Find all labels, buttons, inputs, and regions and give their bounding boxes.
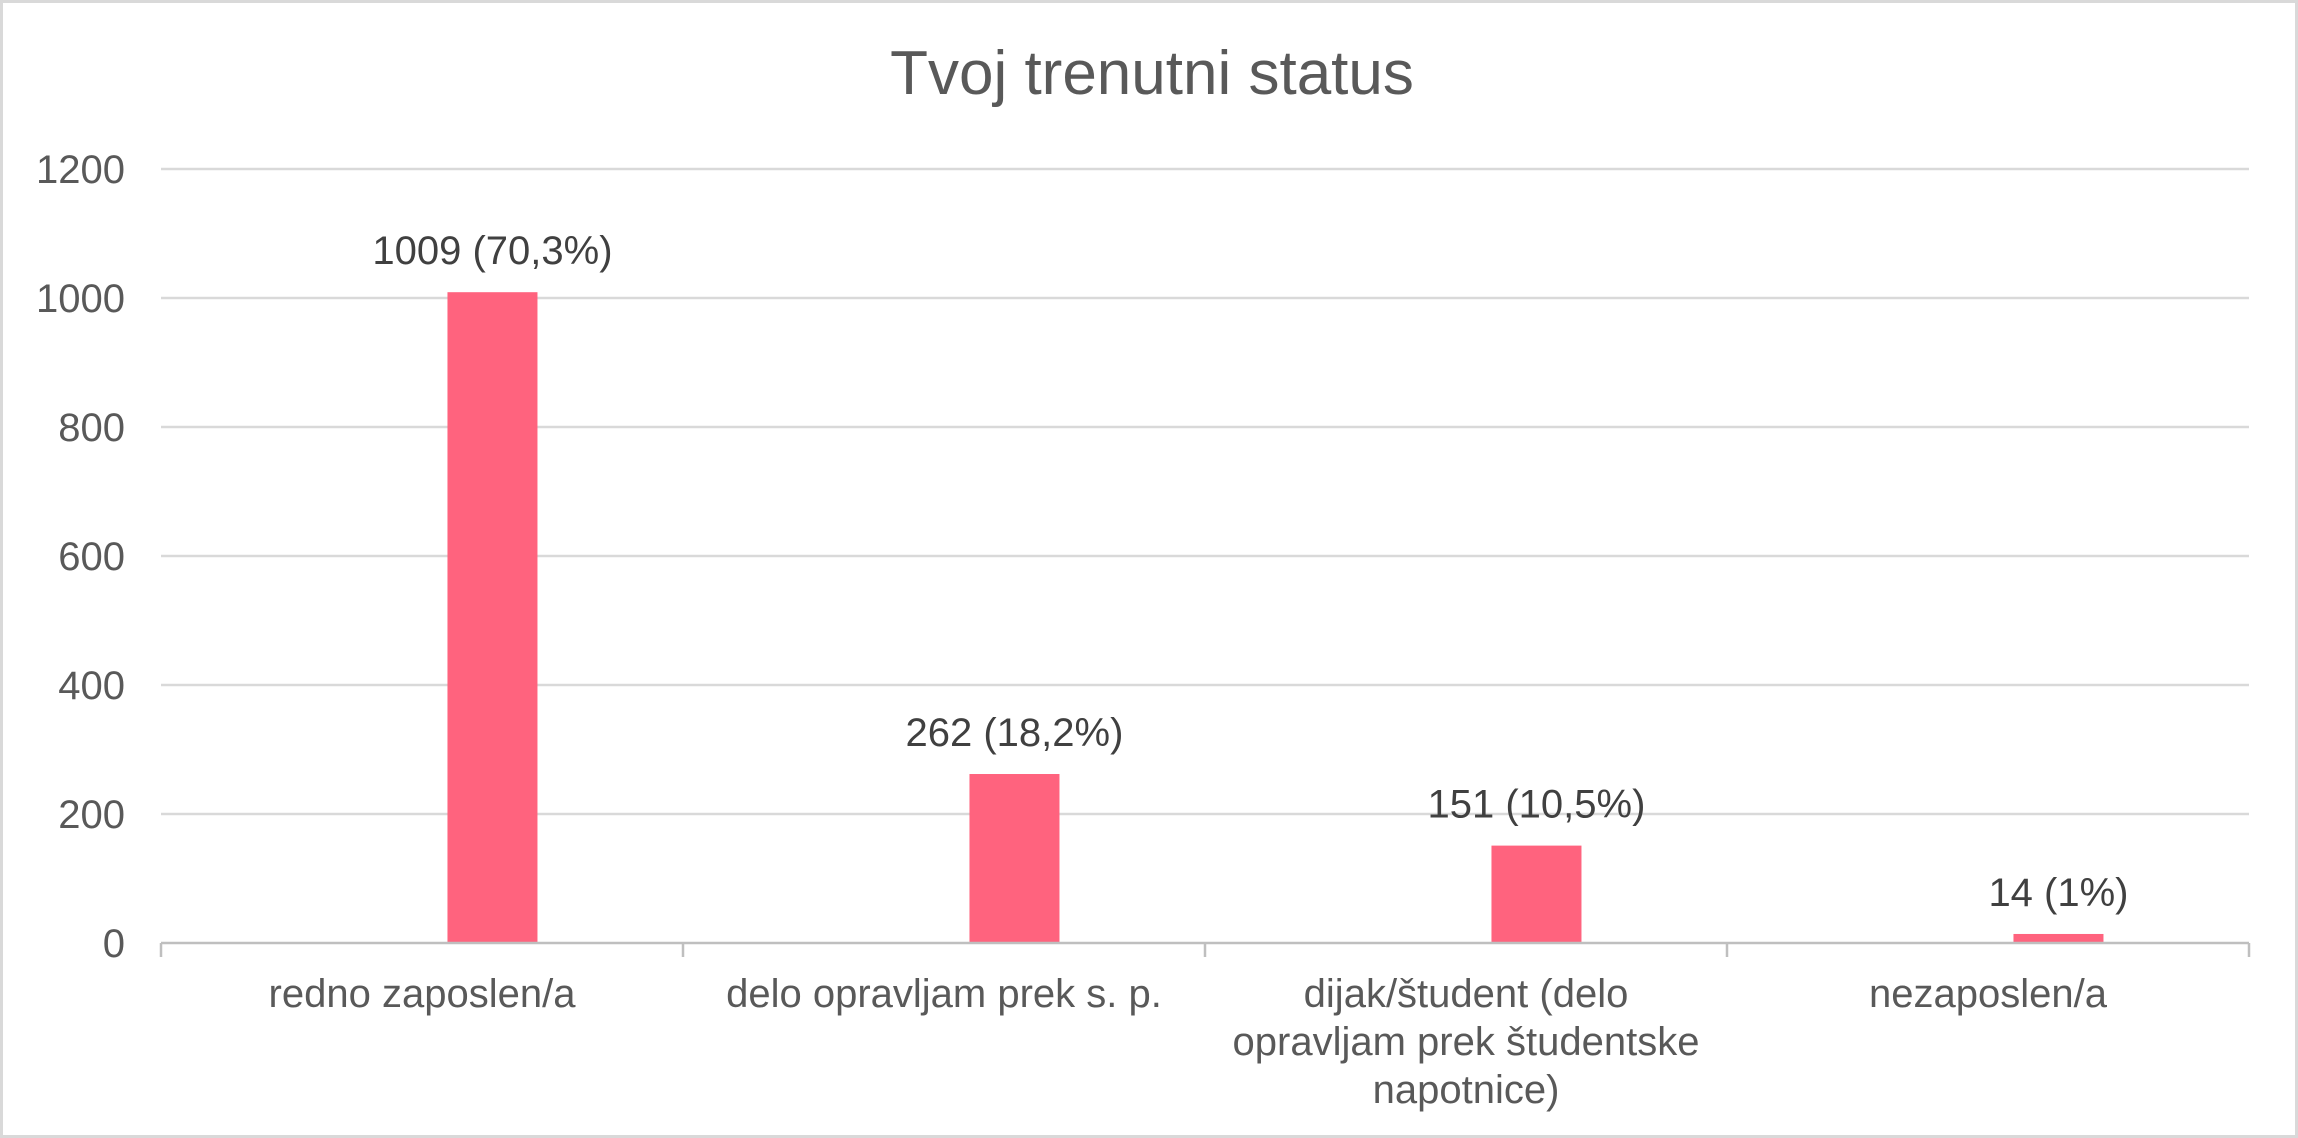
chart-title: Tvoj trenutni status xyxy=(890,39,1414,108)
x-tick-label-line: opravljam prek študentske xyxy=(1233,1020,1700,1064)
bar xyxy=(2013,933,2104,943)
x-tick-label: nezaposlen/a xyxy=(1869,972,2108,1016)
data-label: 14 (1%) xyxy=(1988,871,2128,915)
bar xyxy=(969,774,1060,943)
y-tick-label: 800 xyxy=(58,406,125,450)
data-label: 151 (10,5%) xyxy=(1428,783,1646,827)
y-tick-label: 200 xyxy=(58,793,125,837)
data-label: 1009 (70,3%) xyxy=(372,229,612,273)
bar xyxy=(1491,845,1582,943)
x-tick-label: delo opravljam prek s. p. xyxy=(726,972,1162,1016)
bar xyxy=(447,292,538,943)
y-tick-label: 600 xyxy=(58,535,125,579)
bars xyxy=(447,292,2104,943)
y-tick-label: 400 xyxy=(58,664,125,708)
x-tick-label-line: napotnice) xyxy=(1373,1068,1560,1112)
x-tick-label: redno zaposlen/a xyxy=(269,972,577,1016)
data-label: 262 (18,2%) xyxy=(906,711,1124,755)
x-tick-label-line: redno zaposlen/a xyxy=(269,972,577,1016)
x-axis xyxy=(159,941,2251,957)
x-tick-label-line: dijak/študent (delo xyxy=(1304,972,1629,1016)
x-tick-label-line: nezaposlen/a xyxy=(1869,972,2108,1016)
y-tick-label: 1000 xyxy=(36,277,125,321)
labels: 0 200 400 600 800 1000 1200 1009 (70,3%) 262 (18… xyxy=(36,148,2128,1112)
x-tick-label: dijak/študent (delo opravljam prek študen… xyxy=(1233,972,1700,1112)
y-tick-label: 0 xyxy=(103,922,125,966)
y-tick-label: 1200 xyxy=(36,148,125,192)
x-tick-label-line: delo opravljam prek s. p. xyxy=(726,972,1162,1016)
bar-chart: 0 200 400 600 800 1000 1200 1009 (70,3%) 262 (18… xyxy=(36,148,2251,1112)
